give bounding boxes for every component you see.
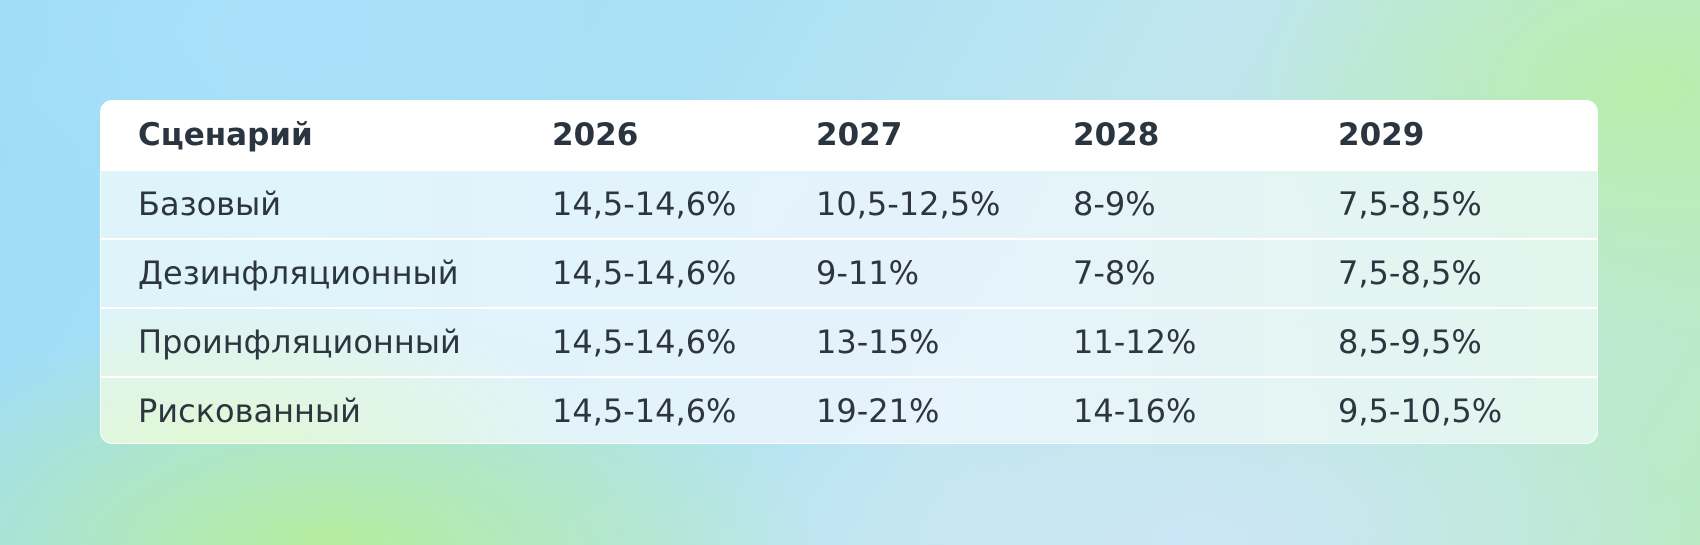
value-cell-2028: 8-9%	[1073, 185, 1156, 223]
table-row: Рискованный 14,5-14,6% 19-21% 14-16% 9,5…	[101, 376, 1597, 443]
value-cell-2029: 7,5-8,5%	[1338, 254, 1482, 292]
table-row: Проинфляционный 14,5-14,6% 13-15% 11-12%…	[101, 307, 1597, 375]
value-cell-2028: 14-16%	[1073, 392, 1197, 430]
table-row: Дезинфляционный 14,5-14,6% 9-11% 7-8% 7,…	[101, 238, 1597, 306]
scenario-cell: Дезинфляционный	[138, 254, 459, 292]
value-cell-2029: 7,5-8,5%	[1338, 185, 1482, 223]
header-cell-2029: 2029	[1338, 117, 1425, 153]
value-cell-2026: 14,5-14,6%	[552, 392, 737, 430]
scenario-cell: Проинфляционный	[138, 323, 461, 361]
value-cell-2027: 9-11%	[816, 254, 920, 292]
value-cell-2027: 19-21%	[816, 392, 940, 430]
value-cell-2028: 11-12%	[1073, 323, 1197, 361]
header-cell-2026: 2026	[552, 117, 639, 153]
header-cell-2028: 2028	[1073, 117, 1160, 153]
table-header-row: Сценарий 2026 2027 2028 2029	[101, 101, 1597, 169]
value-cell-2028: 7-8%	[1073, 254, 1156, 292]
value-cell-2029: 8,5-9,5%	[1338, 323, 1482, 361]
value-cell-2029: 9,5-10,5%	[1338, 392, 1503, 430]
scenario-cell: Базовый	[138, 185, 282, 223]
header-cell-2027: 2027	[816, 117, 903, 153]
header-cell-scenario: Сценарий	[138, 117, 313, 153]
value-cell-2026: 14,5-14,6%	[552, 185, 737, 223]
scenario-table: Сценарий 2026 2027 2028 2029 Базовый 14,…	[100, 100, 1598, 444]
value-cell-2027: 10,5-12,5%	[816, 185, 1001, 223]
table-row: Базовый 14,5-14,6% 10,5-12,5% 8-9% 7,5-8…	[101, 169, 1597, 237]
value-cell-2026: 14,5-14,6%	[552, 254, 737, 292]
value-cell-2027: 13-15%	[816, 323, 940, 361]
scenario-cell: Рискованный	[138, 392, 361, 430]
value-cell-2026: 14,5-14,6%	[552, 323, 737, 361]
